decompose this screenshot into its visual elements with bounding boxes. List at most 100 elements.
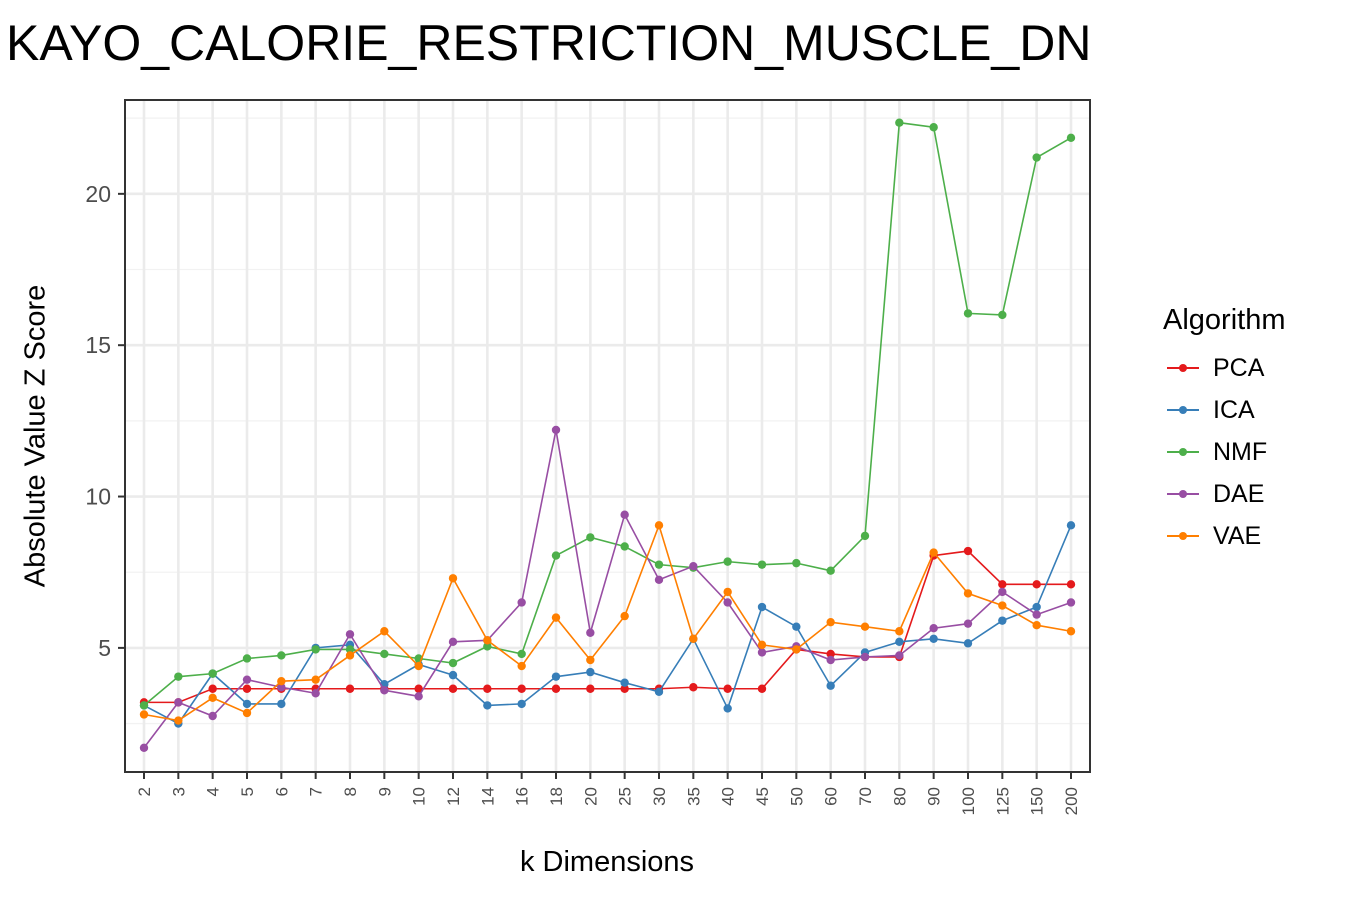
data-point-nmf [723,557,732,566]
x-tick-label: 90 [925,787,944,806]
data-point-ica [963,639,973,648]
legend-key-dae [1163,484,1203,504]
plot-border [124,99,1091,773]
minor-gridlines [125,117,1090,725]
y-tick-label: 10 [85,484,111,510]
data-point-ica [792,622,801,631]
data-point-vae [895,627,904,636]
data-point-vae [208,693,217,703]
x-tick-label: 40 [719,787,738,806]
legend-label-pca: PCA [1213,353,1265,382]
legend-title: Algorithm [1163,304,1286,336]
legend-item-vae: VAE [1163,515,1286,557]
data-point-nmf [483,642,492,651]
data-point-dae [929,624,938,633]
x-tick-label: 50 [787,787,806,806]
x-tick-label: 3 [169,787,188,796]
data-point-ica [998,616,1007,625]
x-tick-label: 25 [616,787,635,806]
x-tick-label: 70 [856,787,875,806]
data-point-nmf [345,645,355,654]
data-point-dae [414,692,423,701]
series-line-dae [143,429,1072,749]
data-point-nmf [174,672,183,681]
legend-key-ica [1163,400,1203,420]
series-line-ica [143,524,1072,725]
data-point-ica [242,699,252,709]
data-point-vae [586,655,595,665]
legend-label-ica: ICA [1213,395,1255,424]
data-point-vae [345,651,355,660]
x-tick-label: 45 [753,787,772,806]
x-tick-label: 80 [890,787,909,806]
data-point-vae [551,613,561,622]
data-point-nmf [208,669,217,678]
data-point-pca [620,684,629,693]
x-tick-label: 2 [135,787,154,796]
x-tick-label: 5 [238,787,257,796]
data-point-dae [895,651,904,660]
data-point-pca [414,684,423,693]
data-point-vae [139,710,149,719]
data-point-ica [620,678,629,687]
data-point-dae [517,598,526,607]
legend-label-dae: DAE [1213,479,1265,508]
legend-item-nmf: NMF [1163,431,1286,473]
legend-label-vae: VAE [1213,521,1262,550]
x-tick-label: 35 [684,787,703,806]
x-tick-label: 150 [1028,787,1047,815]
x-tick-label: 18 [547,787,566,806]
data-point-nmf [277,651,286,660]
data-point-nmf [448,658,458,668]
data-point-ica [654,687,664,696]
data-point-pca [551,684,561,693]
data-point-nmf [551,551,561,560]
data-point-ica [929,634,938,644]
y-tick-label: 5 [98,635,111,661]
data-point-vae [826,617,835,627]
data-point-vae [963,589,973,598]
data-point-vae [380,627,389,636]
data-point-dae [345,630,355,639]
data-point-vae [654,521,664,530]
data-point-pca [448,684,458,693]
data-point-ica [483,701,492,710]
data-point-pca [1066,580,1076,589]
x-axis-label: k Dimensions [519,846,695,878]
data-point-vae [242,708,252,718]
y-tick-label: 15 [85,332,111,358]
data-point-dae [620,510,629,519]
data-point-vae [277,676,286,686]
data-point-ica [586,667,595,677]
data-point-vae [723,587,732,597]
data-point-ica [551,672,561,681]
data-point-dae [757,648,767,657]
data-point-dae [139,743,149,752]
legend-item-dae: DAE [1163,473,1286,515]
data-point-ica [517,699,526,709]
data-point-nmf [586,533,595,542]
data-point-dae [277,683,286,692]
series-line-pca [144,550,1071,704]
data-point-ica [826,681,835,690]
legend-item-pca: PCA [1163,347,1286,389]
data-point-ica [448,670,458,680]
data-point-ica [723,704,732,713]
y-axis: 5 10 15 20 [85,181,125,661]
legend-item-ica: ICA [1163,389,1286,431]
data-point-pca [998,580,1007,589]
data-point-dae [723,598,732,607]
data-point-vae [929,548,938,557]
series-line-nmf [143,121,1072,707]
data-point-nmf [139,701,149,710]
data-point-dae [689,561,698,571]
data-point-vae [689,634,698,644]
data-point-nmf [1032,153,1041,162]
data-point-vae [792,645,801,654]
data-point-ica [757,602,767,612]
x-tick-label: 4 [204,787,223,796]
data-point-dae [242,675,252,684]
data-point-nmf [1066,133,1076,143]
x-tick-label: 60 [822,787,841,806]
